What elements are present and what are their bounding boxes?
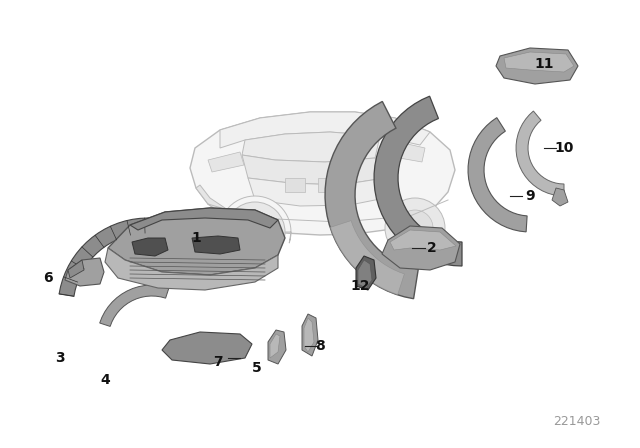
Polygon shape xyxy=(130,208,278,230)
Polygon shape xyxy=(302,314,318,356)
Text: 1: 1 xyxy=(191,231,201,245)
Polygon shape xyxy=(285,178,305,192)
Text: 8: 8 xyxy=(315,339,325,353)
Polygon shape xyxy=(358,260,372,288)
Text: 221403: 221403 xyxy=(552,415,600,428)
Text: 5: 5 xyxy=(252,361,262,375)
Polygon shape xyxy=(242,155,385,185)
Circle shape xyxy=(385,198,445,258)
Polygon shape xyxy=(162,332,252,364)
Polygon shape xyxy=(242,132,380,162)
Text: 10: 10 xyxy=(554,141,573,155)
Polygon shape xyxy=(390,230,456,250)
Polygon shape xyxy=(552,188,568,206)
Text: 12: 12 xyxy=(350,279,370,293)
Polygon shape xyxy=(105,248,278,290)
Polygon shape xyxy=(325,101,419,299)
Polygon shape xyxy=(504,52,574,72)
Polygon shape xyxy=(220,112,430,148)
Polygon shape xyxy=(388,140,425,162)
Text: 4: 4 xyxy=(100,373,110,387)
Polygon shape xyxy=(374,96,462,266)
Polygon shape xyxy=(190,112,455,235)
Polygon shape xyxy=(268,330,286,364)
Polygon shape xyxy=(304,318,314,352)
Polygon shape xyxy=(65,258,104,286)
Circle shape xyxy=(225,202,285,262)
Text: 3: 3 xyxy=(55,351,65,365)
Polygon shape xyxy=(382,226,460,270)
Polygon shape xyxy=(330,221,404,295)
Polygon shape xyxy=(516,111,564,196)
Text: 11: 11 xyxy=(534,57,554,71)
Polygon shape xyxy=(196,185,228,218)
Polygon shape xyxy=(248,178,395,206)
Circle shape xyxy=(397,210,433,246)
Polygon shape xyxy=(496,48,578,84)
Text: 6: 6 xyxy=(43,271,53,285)
Polygon shape xyxy=(468,118,527,232)
Text: 9: 9 xyxy=(525,189,535,203)
Circle shape xyxy=(237,214,273,250)
Polygon shape xyxy=(219,196,291,253)
Polygon shape xyxy=(318,178,338,192)
Polygon shape xyxy=(59,218,162,296)
Text: 7: 7 xyxy=(213,355,223,369)
Polygon shape xyxy=(132,238,168,256)
Polygon shape xyxy=(208,152,244,172)
Polygon shape xyxy=(192,236,240,254)
Polygon shape xyxy=(356,256,376,290)
Text: 2: 2 xyxy=(427,241,437,255)
Polygon shape xyxy=(270,334,280,358)
Polygon shape xyxy=(100,285,169,327)
Polygon shape xyxy=(68,260,84,278)
Polygon shape xyxy=(108,208,285,275)
